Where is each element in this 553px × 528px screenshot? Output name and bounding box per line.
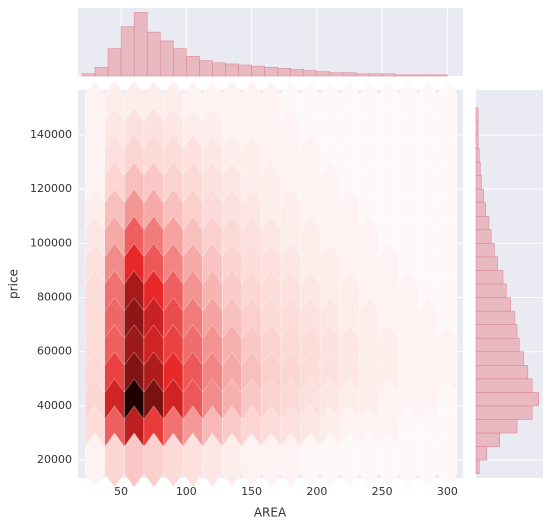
histogram-bar bbox=[290, 69, 305, 77]
histogram-bar bbox=[329, 72, 344, 77]
histogram-bar bbox=[199, 60, 213, 77]
histogram-bar bbox=[225, 63, 239, 77]
histogram-bar bbox=[475, 202, 486, 217]
y-tick-label: 80000 bbox=[37, 291, 72, 304]
y-tick-label: 120000 bbox=[30, 182, 72, 195]
histogram-bar bbox=[475, 243, 495, 258]
histogram-bar bbox=[355, 73, 370, 77]
histogram-bar bbox=[159, 40, 174, 77]
histogram-bar bbox=[368, 73, 383, 77]
histogram-bar bbox=[303, 70, 318, 77]
histogram-bar bbox=[475, 283, 507, 298]
histogram-bar bbox=[173, 48, 187, 77]
histogram-bar bbox=[475, 419, 518, 434]
x-tick-label: 100 bbox=[176, 485, 197, 498]
histogram-bar bbox=[107, 48, 122, 77]
histogram-bar bbox=[475, 229, 492, 244]
histogram-bar bbox=[420, 74, 435, 77]
histogram-bar bbox=[212, 62, 226, 77]
histogram-bar bbox=[475, 297, 511, 312]
x-axis-label: AREA bbox=[254, 506, 287, 520]
y-axis-label: price bbox=[7, 269, 21, 299]
histogram-bar bbox=[186, 56, 200, 77]
x-tick-label: 50 bbox=[114, 485, 128, 498]
histogram-bar bbox=[394, 74, 409, 77]
histogram-bar bbox=[316, 71, 331, 77]
histogram-bar bbox=[251, 65, 265, 77]
histogram-bar bbox=[475, 175, 482, 190]
x-tick-label: 150 bbox=[241, 485, 262, 498]
histogram-bar bbox=[475, 324, 518, 339]
histogram-bar bbox=[475, 405, 533, 420]
histogram-bar bbox=[475, 378, 533, 393]
histogram-bar bbox=[475, 148, 480, 163]
histogram-bar bbox=[475, 446, 488, 461]
y-tick-label: 60000 bbox=[37, 345, 72, 358]
x-tick-label: 300 bbox=[437, 485, 458, 498]
histogram-bar bbox=[475, 459, 480, 474]
histogram-bar bbox=[120, 26, 135, 77]
y-tick-label: 40000 bbox=[37, 399, 72, 412]
histogram-bar bbox=[146, 31, 161, 77]
histogram-bar bbox=[475, 121, 479, 136]
histogram-bar bbox=[133, 12, 148, 77]
x-tick-label: 200 bbox=[306, 485, 327, 498]
histogram-bar bbox=[407, 74, 422, 77]
histogram-bar bbox=[475, 337, 520, 352]
histogram-bar bbox=[475, 432, 501, 447]
hexbin-cell bbox=[437, 432, 458, 488]
histogram-bar bbox=[264, 66, 278, 77]
histogram-bar bbox=[94, 66, 109, 77]
histogram-bar bbox=[81, 73, 96, 77]
x-tick-label: 250 bbox=[372, 485, 393, 498]
histogram-bar bbox=[475, 392, 539, 407]
histogram-bar bbox=[475, 310, 516, 325]
histogram-bar bbox=[475, 256, 498, 271]
histogram-bar bbox=[381, 73, 396, 77]
histogram-bar bbox=[342, 72, 357, 77]
histogram-bar bbox=[475, 134, 479, 149]
histogram-bar bbox=[475, 161, 481, 176]
histogram-bar bbox=[475, 270, 504, 285]
histogram-bar bbox=[434, 74, 448, 77]
histogram-bar bbox=[238, 64, 252, 77]
histogram-bar bbox=[475, 216, 490, 231]
histogram-bar bbox=[475, 351, 524, 366]
histogram-bar bbox=[475, 188, 484, 203]
histogram-bar bbox=[277, 68, 291, 77]
y-tick-label: 20000 bbox=[37, 453, 72, 466]
y-tick-label: 140000 bbox=[30, 128, 72, 141]
histogram-bar bbox=[475, 107, 479, 122]
y-tick-label: 100000 bbox=[30, 236, 72, 249]
histogram-bar bbox=[475, 365, 529, 380]
